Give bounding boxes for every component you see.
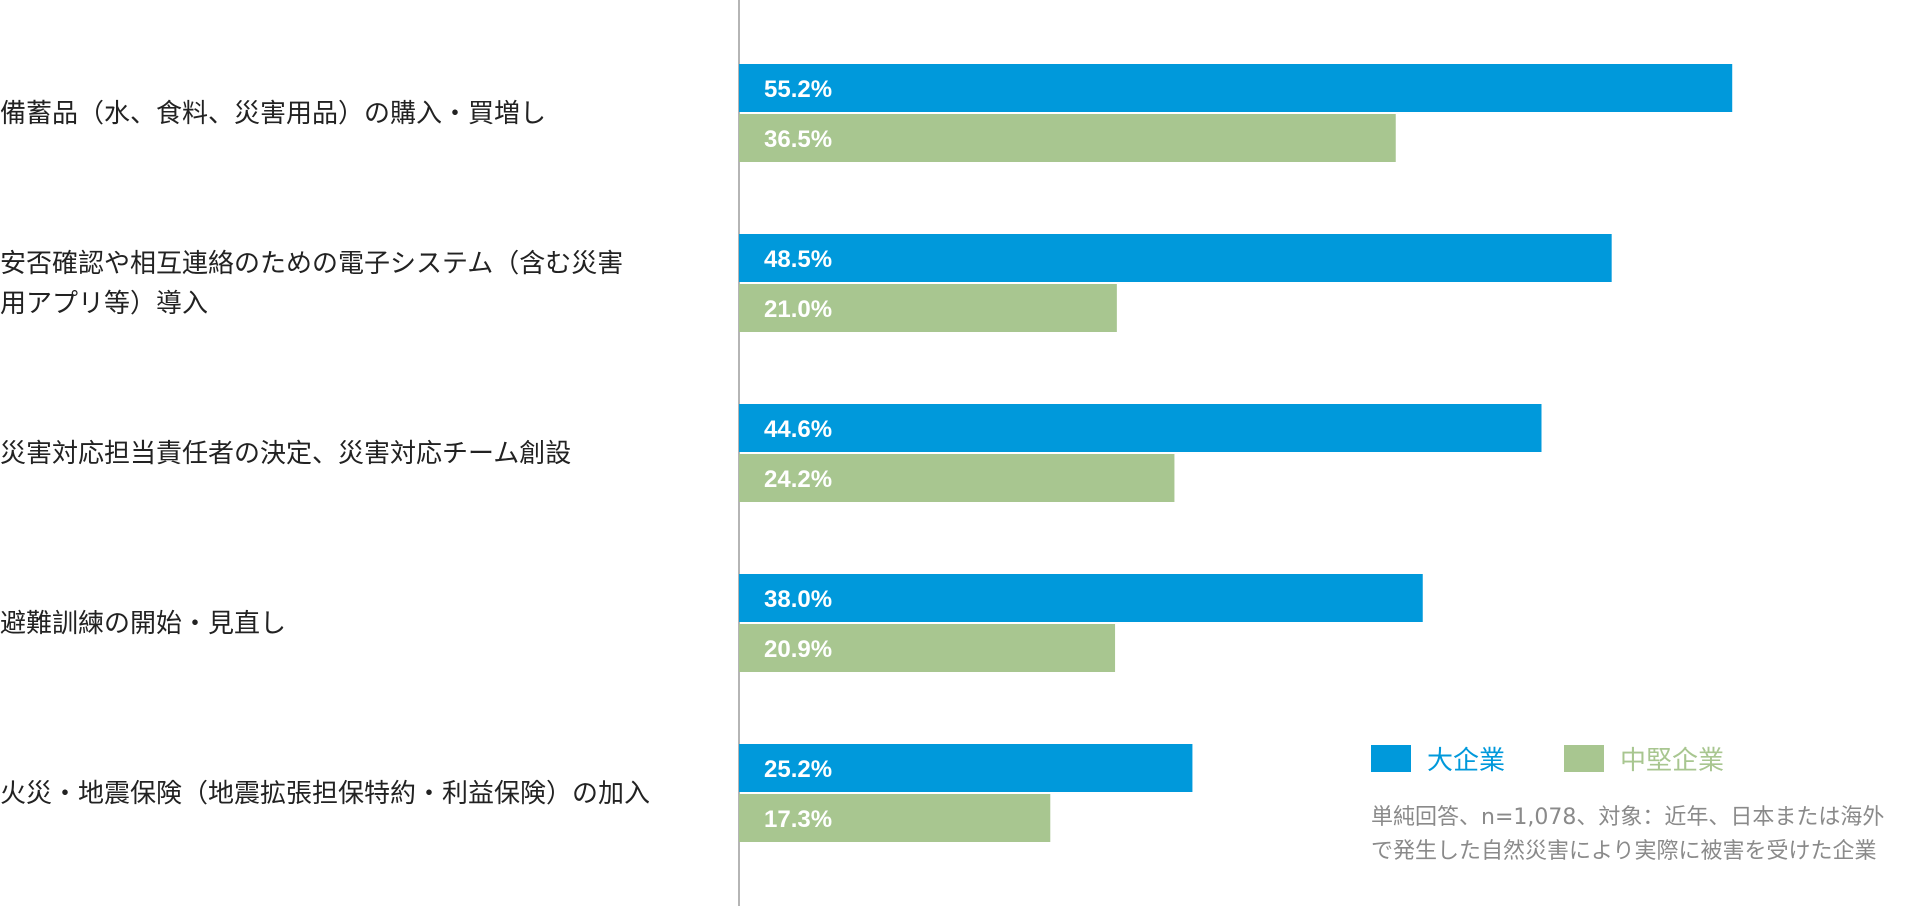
bar-large-company: [739, 64, 1733, 112]
legend-label-large-company: 大企業: [1427, 746, 1505, 776]
category-label: 災害対応担当責任者の決定、災害対応チーム創設: [0, 439, 571, 469]
chart-note: で発生した自然災害により実際に被害を受けた企業: [1371, 839, 1877, 864]
bar-value-label: 24.2%: [764, 466, 832, 493]
bar-value-label: 25.2%: [764, 756, 832, 783]
bar-value-label: 36.5%: [764, 126, 832, 153]
bar-value-label: 48.5%: [764, 246, 832, 273]
bar-value-label: 55.2%: [764, 76, 832, 103]
bar-large-company: [739, 234, 1612, 282]
bar-mid-company: [739, 624, 1116, 672]
category-label: 安否確認や相互連絡のための電子システム（含む災害: [0, 249, 623, 279]
bar-mid-company: [739, 284, 1117, 332]
bar-value-label: 21.0%: [764, 296, 832, 323]
legend-swatch-large-company: [1371, 745, 1411, 772]
legend-swatch-mid-company: [1564, 745, 1604, 772]
bar-large-company: [739, 744, 1193, 792]
bar-mid-company: [739, 454, 1175, 502]
chart-note: 単純回答、n=1,078、対象：近年、日本または海外: [1371, 805, 1884, 830]
bar-value-label: 17.3%: [764, 806, 832, 833]
category-label: 備蓄品（水、食料、災害用品）の購入・買増し: [0, 99, 546, 129]
category-label: 避難訓練の開始・見直し: [0, 609, 286, 639]
bar-mid-company: [739, 114, 1396, 162]
category-label: 用アプリ等）導入: [0, 289, 208, 319]
bar-large-company: [739, 574, 1423, 622]
bar-value-label: 38.0%: [764, 586, 832, 613]
legend-label-mid-company: 中堅企業: [1620, 746, 1724, 776]
bar-large-company: [739, 404, 1542, 452]
bar-mid-company: [739, 794, 1051, 842]
category-label: 火災・地震保険（地震拡張担保特約・利益保険）の加入: [0, 779, 650, 809]
bar-value-label: 20.9%: [764, 636, 832, 663]
bar-value-label: 44.6%: [764, 416, 832, 443]
